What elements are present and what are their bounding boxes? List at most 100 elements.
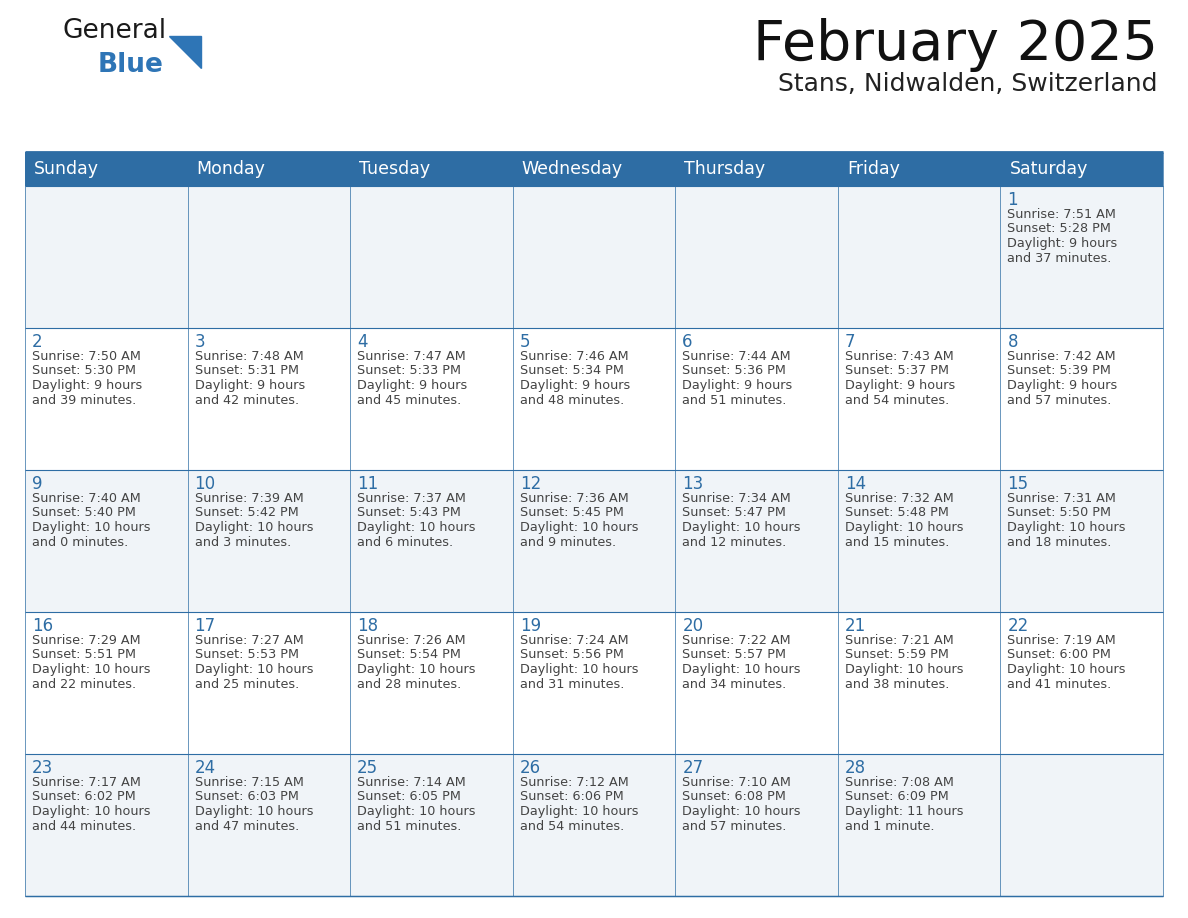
Text: Daylight: 10 hours: Daylight: 10 hours: [845, 521, 963, 534]
Text: and 0 minutes.: and 0 minutes.: [32, 535, 128, 548]
Text: Daylight: 9 hours: Daylight: 9 hours: [845, 379, 955, 392]
Text: Daylight: 10 hours: Daylight: 10 hours: [32, 521, 151, 534]
Text: Friday: Friday: [847, 160, 899, 178]
Bar: [838, 754, 1000, 896]
Text: and 22 minutes.: and 22 minutes.: [32, 677, 137, 690]
Text: and 39 minutes.: and 39 minutes.: [32, 394, 137, 407]
Text: and 42 minutes.: and 42 minutes.: [195, 394, 298, 407]
Text: Blue: Blue: [97, 52, 164, 78]
Text: and 37 minutes.: and 37 minutes.: [1007, 252, 1112, 264]
Text: 4: 4: [358, 333, 367, 351]
Text: 9: 9: [32, 475, 43, 493]
Bar: [188, 186, 350, 328]
Text: 20: 20: [682, 617, 703, 635]
Text: Daylight: 11 hours: Daylight: 11 hours: [845, 805, 963, 818]
Text: Wednesday: Wednesday: [522, 160, 623, 178]
Text: Sunrise: 7:29 AM: Sunrise: 7:29 AM: [32, 634, 140, 647]
Text: Sunrise: 7:08 AM: Sunrise: 7:08 AM: [845, 776, 954, 789]
Text: and 6 minutes.: and 6 minutes.: [358, 535, 454, 548]
Bar: [513, 186, 675, 328]
Text: Sunrise: 7:40 AM: Sunrise: 7:40 AM: [32, 492, 140, 505]
Text: Sunset: 6:00 PM: Sunset: 6:00 PM: [1007, 648, 1111, 662]
Text: 26: 26: [519, 759, 541, 777]
Bar: [350, 612, 513, 754]
Text: Sunrise: 7:10 AM: Sunrise: 7:10 AM: [682, 776, 791, 789]
Text: Sunset: 5:31 PM: Sunset: 5:31 PM: [195, 364, 298, 377]
Text: and 3 minutes.: and 3 minutes.: [195, 535, 291, 548]
Text: Sunrise: 7:21 AM: Sunrise: 7:21 AM: [845, 634, 954, 647]
Text: 11: 11: [358, 475, 379, 493]
Text: Sunset: 5:36 PM: Sunset: 5:36 PM: [682, 364, 786, 377]
Text: Sunrise: 7:43 AM: Sunrise: 7:43 AM: [845, 350, 954, 363]
Bar: [25, 470, 188, 612]
Text: 7: 7: [845, 333, 855, 351]
Text: Sunset: 6:05 PM: Sunset: 6:05 PM: [358, 790, 461, 803]
Text: Sunrise: 7:26 AM: Sunrise: 7:26 AM: [358, 634, 466, 647]
Text: Daylight: 10 hours: Daylight: 10 hours: [682, 521, 801, 534]
Text: Daylight: 10 hours: Daylight: 10 hours: [1007, 521, 1126, 534]
Text: Sunset: 5:51 PM: Sunset: 5:51 PM: [32, 648, 135, 662]
Text: Daylight: 9 hours: Daylight: 9 hours: [1007, 379, 1118, 392]
Text: 2: 2: [32, 333, 43, 351]
Text: 5: 5: [519, 333, 530, 351]
Text: Daylight: 10 hours: Daylight: 10 hours: [195, 805, 314, 818]
Bar: [188, 152, 350, 186]
Text: Sunset: 5:57 PM: Sunset: 5:57 PM: [682, 648, 786, 662]
Text: Sunrise: 7:51 AM: Sunrise: 7:51 AM: [1007, 208, 1117, 221]
Text: 6: 6: [682, 333, 693, 351]
Bar: [350, 152, 513, 186]
Text: Saturday: Saturday: [1010, 160, 1088, 178]
Bar: [1000, 612, 1163, 754]
Text: Sunrise: 7:37 AM: Sunrise: 7:37 AM: [358, 492, 466, 505]
Text: Sunset: 5:37 PM: Sunset: 5:37 PM: [845, 364, 949, 377]
Text: Daylight: 10 hours: Daylight: 10 hours: [195, 521, 314, 534]
Text: General: General: [62, 18, 166, 44]
Bar: [188, 612, 350, 754]
Bar: [838, 152, 1000, 186]
Text: and 45 minutes.: and 45 minutes.: [358, 394, 461, 407]
Text: Sunset: 5:43 PM: Sunset: 5:43 PM: [358, 507, 461, 520]
Text: Sunset: 5:50 PM: Sunset: 5:50 PM: [1007, 507, 1112, 520]
Text: Daylight: 10 hours: Daylight: 10 hours: [682, 663, 801, 676]
Text: Sunrise: 7:48 AM: Sunrise: 7:48 AM: [195, 350, 303, 363]
Text: February 2025: February 2025: [753, 18, 1158, 72]
Text: Sunset: 6:06 PM: Sunset: 6:06 PM: [519, 790, 624, 803]
Text: and 25 minutes.: and 25 minutes.: [195, 677, 299, 690]
Bar: [1000, 328, 1163, 470]
Text: Sunset: 5:39 PM: Sunset: 5:39 PM: [1007, 364, 1111, 377]
Text: 19: 19: [519, 617, 541, 635]
Text: Monday: Monday: [196, 160, 265, 178]
Text: and 51 minutes.: and 51 minutes.: [358, 820, 461, 833]
Text: Daylight: 9 hours: Daylight: 9 hours: [519, 379, 630, 392]
Bar: [513, 754, 675, 896]
Text: Daylight: 10 hours: Daylight: 10 hours: [358, 521, 475, 534]
Text: and 1 minute.: and 1 minute.: [845, 820, 934, 833]
Text: Daylight: 10 hours: Daylight: 10 hours: [32, 805, 151, 818]
Text: 18: 18: [358, 617, 378, 635]
Text: and 38 minutes.: and 38 minutes.: [845, 677, 949, 690]
Text: Sunrise: 7:47 AM: Sunrise: 7:47 AM: [358, 350, 466, 363]
Text: Sunset: 6:08 PM: Sunset: 6:08 PM: [682, 790, 786, 803]
Bar: [188, 754, 350, 896]
Bar: [25, 612, 188, 754]
Bar: [675, 612, 838, 754]
Text: Sunset: 5:40 PM: Sunset: 5:40 PM: [32, 507, 135, 520]
Text: and 34 minutes.: and 34 minutes.: [682, 677, 786, 690]
Text: 15: 15: [1007, 475, 1029, 493]
Text: Sunrise: 7:15 AM: Sunrise: 7:15 AM: [195, 776, 303, 789]
Text: and 47 minutes.: and 47 minutes.: [195, 820, 299, 833]
Text: and 28 minutes.: and 28 minutes.: [358, 677, 461, 690]
Text: Sunset: 5:33 PM: Sunset: 5:33 PM: [358, 364, 461, 377]
Text: Thursday: Thursday: [684, 160, 765, 178]
Text: Daylight: 9 hours: Daylight: 9 hours: [32, 379, 143, 392]
Text: and 51 minutes.: and 51 minutes.: [682, 394, 786, 407]
Text: 24: 24: [195, 759, 216, 777]
Text: and 57 minutes.: and 57 minutes.: [1007, 394, 1112, 407]
Text: Sunset: 5:30 PM: Sunset: 5:30 PM: [32, 364, 135, 377]
Bar: [675, 152, 838, 186]
Bar: [1000, 186, 1163, 328]
Text: and 18 minutes.: and 18 minutes.: [1007, 535, 1112, 548]
Text: and 54 minutes.: and 54 minutes.: [845, 394, 949, 407]
Text: Sunset: 5:54 PM: Sunset: 5:54 PM: [358, 648, 461, 662]
Text: Sunrise: 7:46 AM: Sunrise: 7:46 AM: [519, 350, 628, 363]
